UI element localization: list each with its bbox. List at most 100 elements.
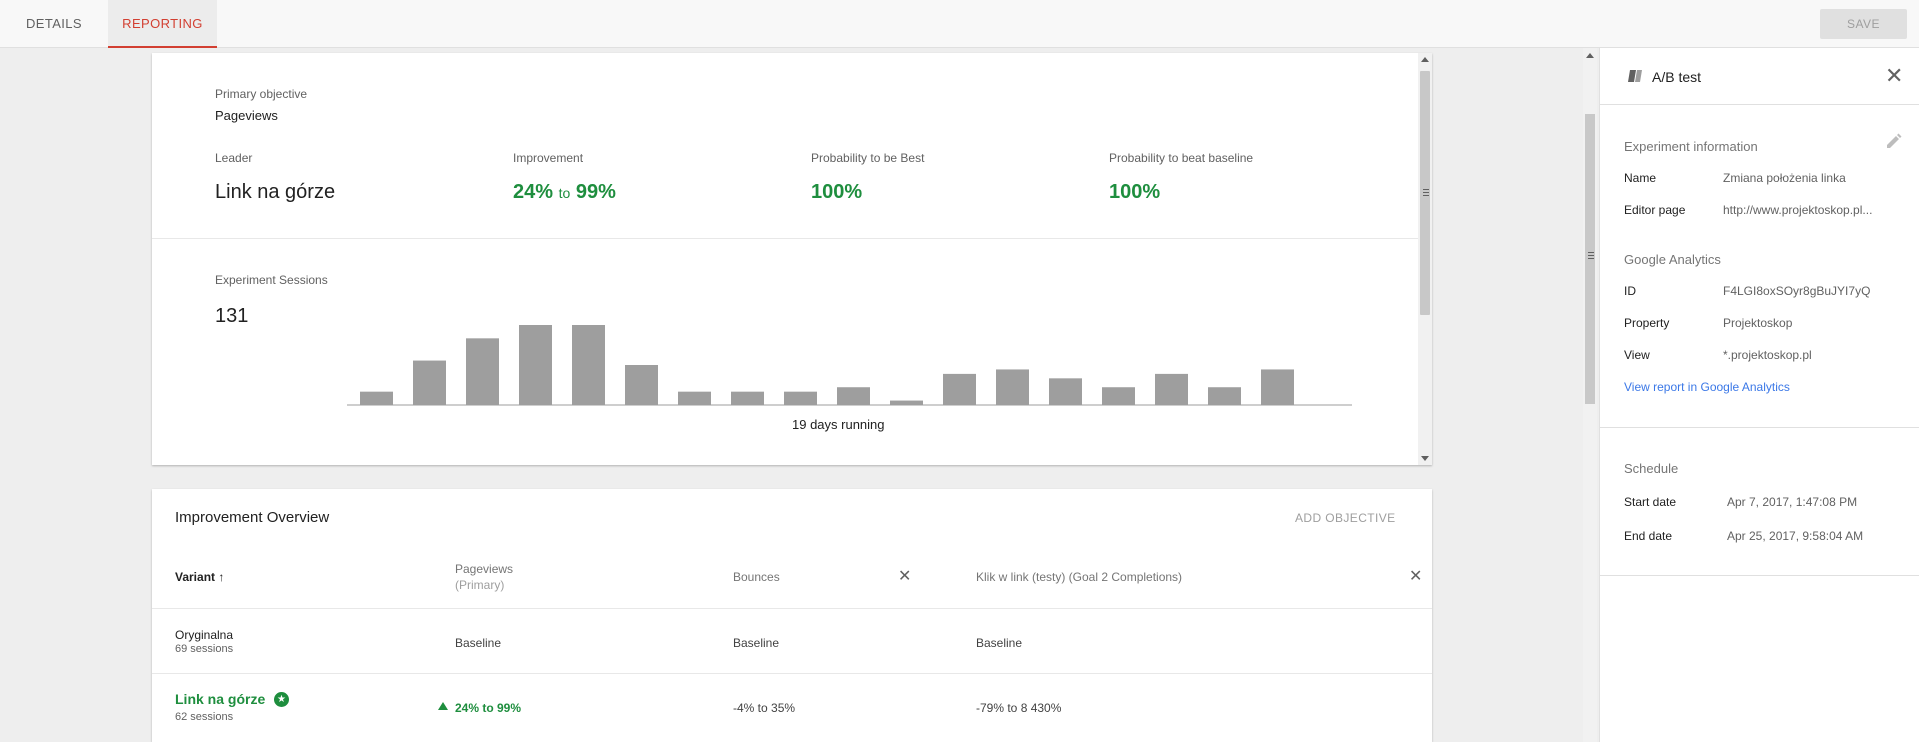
leader-label: Leader xyxy=(215,151,253,165)
leader-value: Link na górze xyxy=(215,181,336,203)
name-label: Name xyxy=(1624,171,1657,185)
view-value: *.projektoskop.pl xyxy=(1723,348,1812,362)
end-date-label: End date xyxy=(1624,529,1673,543)
tab-details[interactable]: DETAILS xyxy=(25,16,83,31)
session-bar-day-10 xyxy=(837,387,870,405)
pageviews-header-sub: (Primary) xyxy=(455,578,505,592)
leader-pageviews: 24% to 99% xyxy=(455,701,522,715)
variant-original-sessions: 69 sessions xyxy=(175,643,234,655)
session-bar-day-13 xyxy=(996,369,1029,405)
scroll-down-arrow-icon[interactable] xyxy=(1421,456,1429,461)
grip-line xyxy=(1588,255,1594,256)
row-divider xyxy=(152,673,1432,674)
variant-header-label: Variant xyxy=(175,570,216,584)
scroll-up-arrow-icon[interactable] xyxy=(1421,57,1429,62)
main-scrollbar[interactable] xyxy=(1583,48,1597,742)
property-value: Projektoskop xyxy=(1723,316,1793,330)
session-bar-day-16 xyxy=(1155,373,1188,405)
original-pageviews: Baseline xyxy=(455,636,502,650)
grip-line xyxy=(1423,189,1429,190)
panel-divider xyxy=(1600,427,1919,428)
session-bar-day-8 xyxy=(731,391,764,405)
top-tab-bar: DETAILS REPORTING SAVE xyxy=(0,0,1919,48)
edit-pencil-icon[interactable] xyxy=(1885,132,1903,150)
session-bar-day-18 xyxy=(1261,369,1294,405)
session-bar-day-5 xyxy=(572,325,605,405)
session-bar-day-4 xyxy=(519,325,552,405)
scroll-thumb[interactable] xyxy=(1420,71,1430,315)
improvement-value: 24% to 99% xyxy=(513,181,616,204)
session-bar-day-9 xyxy=(784,391,817,405)
improvement-to: to xyxy=(558,185,571,201)
pageviews-header-label: Pageviews xyxy=(455,562,514,576)
ab-test-icon xyxy=(1628,70,1642,82)
main-scroll-thumb[interactable] xyxy=(1585,114,1595,404)
variant-leader-sessions: 62 sessions xyxy=(175,711,234,723)
panel-title: A/B test xyxy=(1652,69,1702,85)
view-report-link[interactable]: View report in Google Analytics xyxy=(1624,380,1790,394)
prob-best-value: 100% xyxy=(811,181,863,203)
column-header-pageviews: Pageviews (Primary) xyxy=(455,561,513,593)
start-date-value: Apr 7, 2017, 1:47:08 PM xyxy=(1727,495,1858,509)
panel-divider xyxy=(1600,575,1919,576)
name-value: Zmiana położenia linka xyxy=(1723,171,1846,185)
best-variant-star-icon: ★ xyxy=(274,692,289,707)
save-button[interactable]: SAVE xyxy=(1820,9,1907,39)
tab-reporting[interactable]: REPORTING xyxy=(108,0,217,48)
grip-line xyxy=(1423,192,1429,193)
session-bar-day-15 xyxy=(1102,387,1135,405)
improvement-up-arrow-icon xyxy=(438,702,448,710)
sessions-total: 131 xyxy=(215,305,249,327)
id-value: F4LGI8oxSOyr8gBuJYI7yQ xyxy=(1723,284,1871,298)
improvement-high: 99% xyxy=(575,181,616,203)
improvement-overview-title: Improvement Overview xyxy=(175,509,330,526)
property-label: Property xyxy=(1624,316,1670,330)
sort-arrow-up-icon: ↑ xyxy=(218,570,225,584)
start-date-label: Start date xyxy=(1624,495,1677,509)
column-header-goal: Klik w link (testy) (Goal 2 Completions) xyxy=(976,570,1183,584)
grip-line xyxy=(1588,252,1594,253)
editor-page-label: Editor page xyxy=(1624,203,1686,217)
grip-line xyxy=(1588,258,1594,259)
google-analytics-heading: Google Analytics xyxy=(1624,252,1721,267)
column-header-variant[interactable]: Variant ↑ xyxy=(175,569,224,585)
experiment-info-panel: A/B test ✕ Experiment information Name Z… xyxy=(1599,48,1919,742)
variant-leader-name[interactable]: Link na górze xyxy=(175,691,266,707)
primary-objective-value: Pageviews xyxy=(215,108,278,123)
improvement-low: 24% xyxy=(513,181,554,203)
leader-goal: -79% to 8 430% xyxy=(976,701,1062,715)
session-bar-day-14 xyxy=(1049,378,1082,405)
summary-divider xyxy=(152,238,1418,239)
session-bar-day-17 xyxy=(1208,387,1241,405)
original-goal: Baseline xyxy=(976,636,1023,650)
session-bar-day-12 xyxy=(943,373,976,405)
experiment-info-heading: Experiment information xyxy=(1624,139,1758,154)
improvement-label: Improvement xyxy=(513,151,584,165)
session-bar-day-6 xyxy=(625,365,658,405)
column-header-bounces: Bounces xyxy=(733,570,780,584)
main-scroll-up-arrow-icon[interactable] xyxy=(1586,53,1594,58)
days-running: 19 days running xyxy=(792,417,885,432)
original-bounces: Baseline xyxy=(733,636,780,650)
panel-divider xyxy=(1600,104,1919,105)
view-label: View xyxy=(1624,348,1650,362)
leader-bounces: -4% to 35% xyxy=(733,701,796,715)
variant-original-name: Oryginalna xyxy=(175,628,234,642)
end-date-value: Apr 25, 2017, 9:58:04 AM xyxy=(1727,529,1864,543)
panel-close-icon[interactable]: ✕ xyxy=(1885,63,1904,88)
prob-beat-label: Probability to beat baseline xyxy=(1109,151,1254,165)
sessions-label: Experiment Sessions xyxy=(215,273,328,287)
sessions-bar-chart xyxy=(347,325,1352,406)
remove-goal-close-icon[interactable]: ✕ xyxy=(1409,568,1423,585)
prob-beat-value: 100% xyxy=(1109,181,1161,203)
session-bar-day-3 xyxy=(466,338,499,405)
editor-page-value: http://www.projektoskop.pl... xyxy=(1723,203,1873,217)
remove-bounces-close-icon[interactable]: ✕ xyxy=(898,568,912,585)
schedule-heading: Schedule xyxy=(1624,461,1679,476)
grip-line xyxy=(1423,195,1429,196)
primary-objective-label: Primary objective xyxy=(215,87,308,101)
add-objective-button[interactable]: ADD OBJECTIVE xyxy=(1295,511,1396,525)
id-label: ID xyxy=(1624,284,1636,298)
session-bar-day-2 xyxy=(413,360,446,405)
summary-scrollbar[interactable] xyxy=(1418,53,1432,465)
